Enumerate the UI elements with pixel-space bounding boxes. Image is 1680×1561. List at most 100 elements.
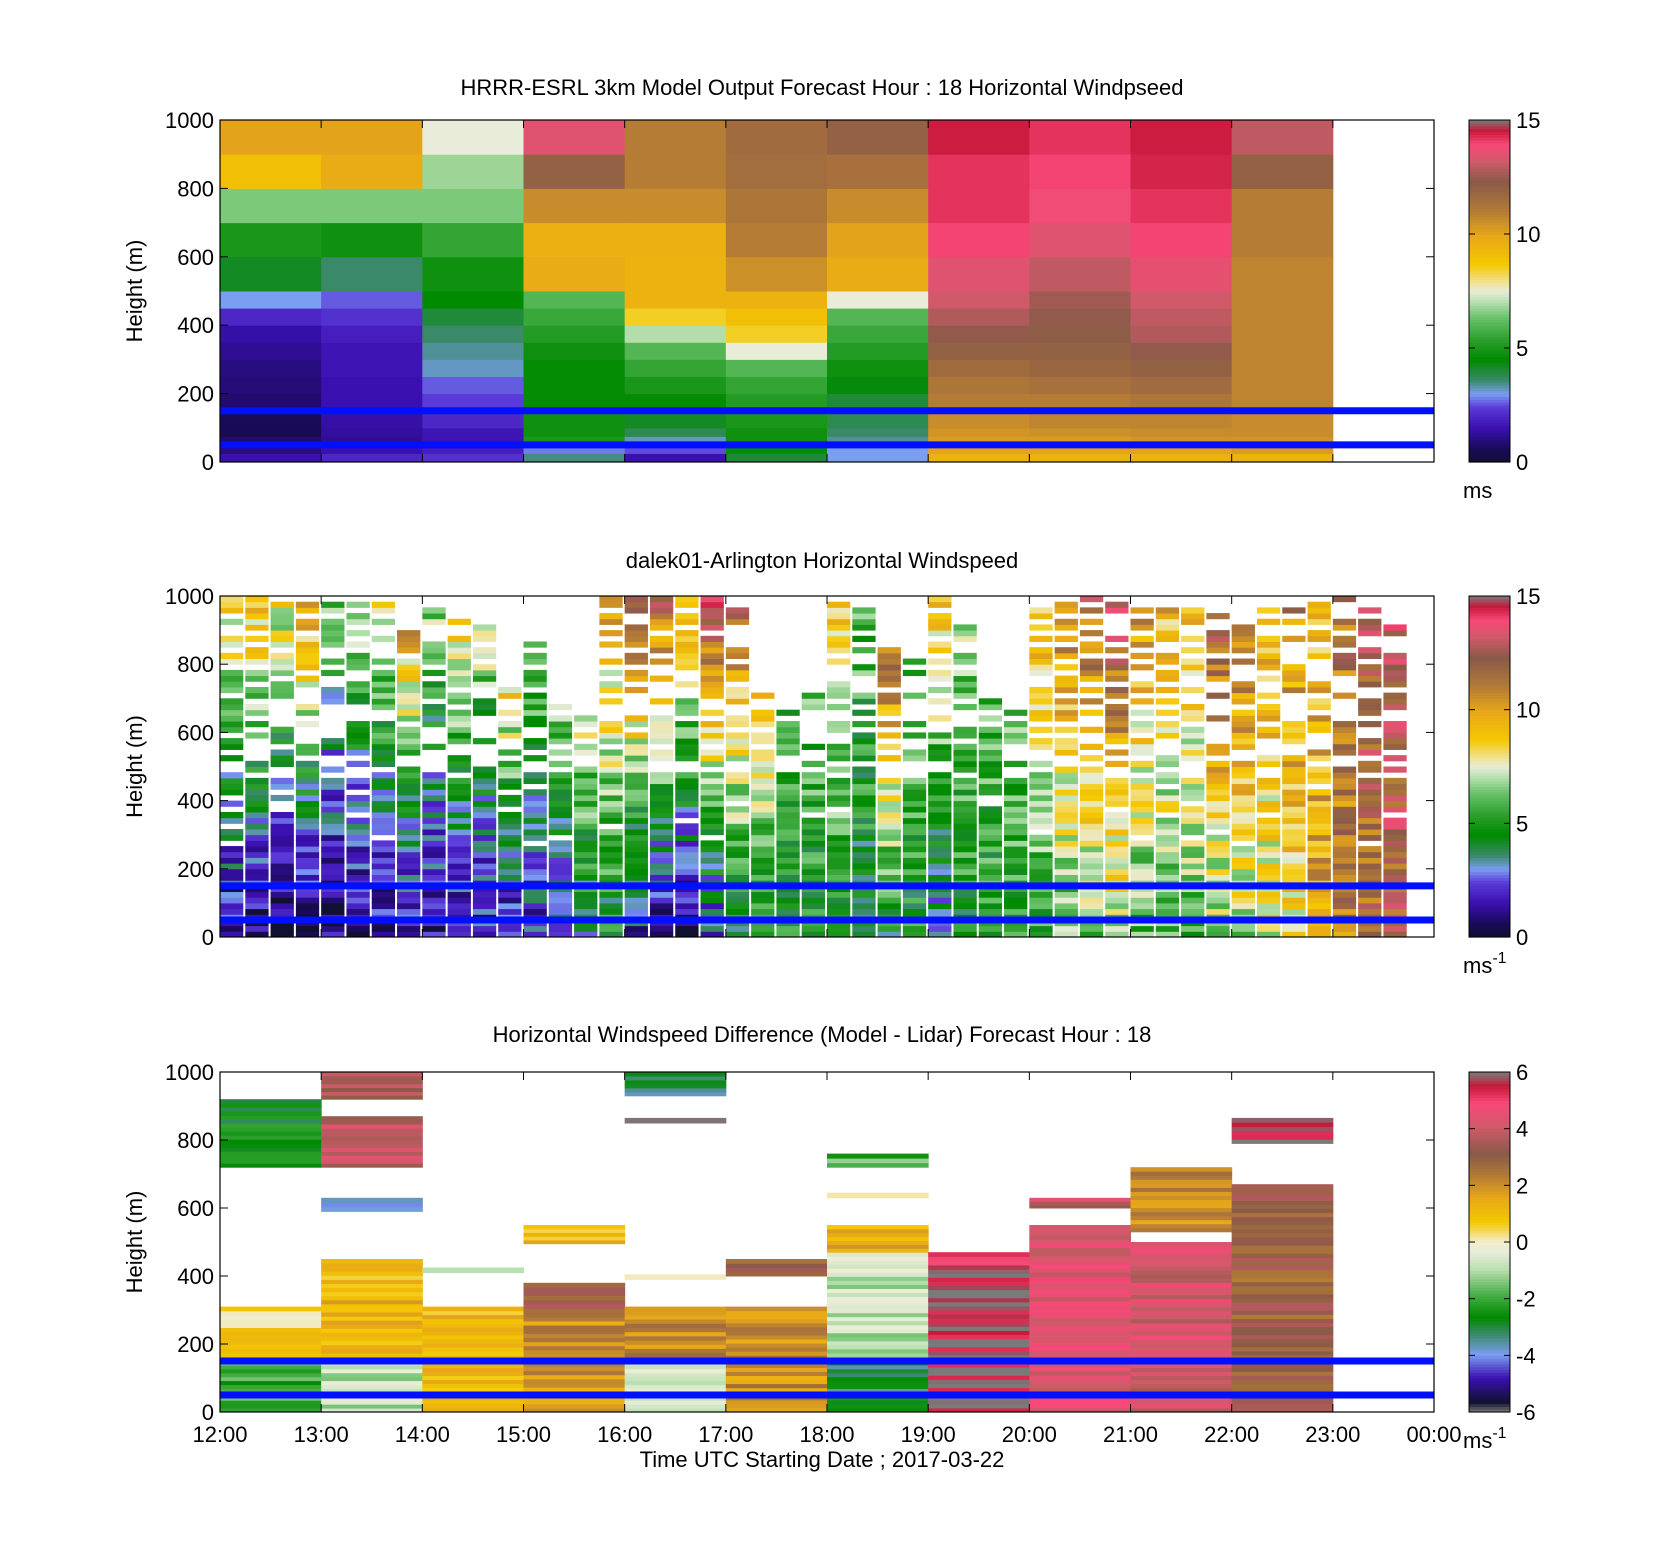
colorbar-segment	[1469, 701, 1510, 705]
heatmap-cell	[827, 154, 929, 189]
heatmap-cell	[700, 846, 724, 853]
colorbar-segment	[1469, 456, 1510, 460]
heatmap-cell	[624, 1310, 727, 1316]
heatmap-cell	[649, 618, 674, 625]
heatmap-cell	[928, 188, 1030, 224]
heatmap-cell	[371, 726, 396, 733]
heatmap-cell	[1155, 709, 1180, 716]
heatmap-cell	[321, 1159, 423, 1164]
heatmap-cell	[801, 777, 825, 785]
heatmap-cell	[295, 635, 320, 642]
heatmap-cell	[877, 925, 901, 932]
heatmap-cell	[1231, 1126, 1334, 1132]
colorbar-segment	[1469, 1145, 1510, 1150]
heatmap-cell	[877, 857, 901, 864]
heatmap-cell	[1332, 868, 1357, 875]
colorbar-segment	[1469, 661, 1510, 665]
heatmap-cell	[321, 1364, 423, 1370]
heatmap-cell	[321, 1075, 423, 1081]
heatmap-cell	[346, 829, 370, 836]
heatmap-cell	[447, 891, 471, 898]
colorbar-segment	[1469, 1086, 1510, 1090]
heatmap-cell	[953, 766, 977, 773]
heatmap-cell	[548, 794, 573, 802]
heatmap-cell	[548, 772, 573, 779]
heatmap-cell	[472, 777, 497, 785]
heatmap-cell	[725, 1383, 828, 1389]
heatmap-cell	[1231, 902, 1255, 910]
heatmap-cell	[422, 772, 446, 779]
heatmap-cell	[321, 823, 345, 830]
heatmap-cell	[220, 1310, 322, 1316]
heatmap-cell	[1079, 840, 1104, 847]
heatmap-cell	[1130, 766, 1154, 773]
heatmap-cell	[1383, 817, 1407, 824]
heatmap-cell	[827, 641, 851, 648]
heatmap-cell	[1231, 1326, 1334, 1332]
heatmap-cell	[827, 851, 851, 858]
colorbar-segment	[1469, 1247, 1510, 1252]
heatmap-cell	[1282, 925, 1306, 932]
heatmap-cell	[1332, 692, 1357, 699]
heatmap-cell	[700, 800, 724, 807]
heatmap-cell	[346, 863, 370, 870]
heatmap-cell	[422, 1403, 524, 1409]
heatmap-cell	[220, 444, 322, 454]
colorbar-segment	[1469, 1182, 1510, 1186]
heatmap-cell	[321, 1263, 423, 1268]
heatmap-cell	[346, 817, 370, 824]
heatmap-cell	[371, 863, 396, 870]
colorbar-segment	[1469, 154, 1510, 158]
heatmap-cell	[1256, 755, 1281, 762]
heatmap-cell	[1231, 1322, 1334, 1328]
colorbar-segment	[1469, 695, 1510, 699]
heatmap-cell	[599, 794, 623, 802]
heatmap-cell	[1332, 794, 1357, 802]
heatmap-cell	[574, 715, 598, 722]
heatmap-cell	[1231, 222, 1334, 258]
heatmap-cell	[827, 1300, 929, 1306]
heatmap-cell	[1383, 675, 1407, 682]
heatmap-cell	[852, 766, 876, 773]
heatmap-cell	[1383, 658, 1407, 665]
heatmap-cell	[574, 829, 598, 836]
heatmap-cell	[321, 308, 423, 326]
colorbar-segment	[1469, 1168, 1510, 1172]
heatmap-cell	[422, 1326, 524, 1332]
heatmap-cell	[649, 732, 674, 739]
heatmap-cell	[523, 1329, 626, 1334]
heatmap-cell	[574, 851, 598, 858]
heatmap-cell	[1130, 743, 1154, 750]
heatmap-cell	[321, 1155, 423, 1160]
heatmap-cell	[1130, 1290, 1233, 1296]
heatmap-cell	[675, 846, 699, 853]
colorbar-segment	[1469, 1219, 1510, 1223]
colorbar-segment	[1469, 188, 1510, 192]
heatmap-cell	[877, 851, 901, 858]
heatmap-cell	[220, 1388, 322, 1393]
heatmap-cell	[1029, 1329, 1131, 1335]
colorbar-segment	[1469, 1106, 1510, 1110]
heatmap-cell	[852, 732, 876, 739]
heatmap-cell	[574, 846, 598, 853]
heatmap-cell	[1029, 800, 1053, 807]
heatmap-cell	[1130, 1207, 1233, 1213]
heatmap-cell	[624, 1340, 727, 1345]
heatmap-cell	[725, 647, 750, 654]
heatmap-cell	[422, 1363, 524, 1368]
colorbar-segment	[1469, 632, 1510, 637]
heatmap-cell	[220, 1135, 322, 1140]
heatmap-cell	[1256, 834, 1281, 841]
heatmap-cell	[1105, 664, 1129, 671]
heatmap-cell	[245, 811, 269, 819]
colorbar-segment	[1469, 902, 1510, 907]
heatmap-cell	[321, 256, 423, 292]
heatmap-cell	[472, 698, 497, 705]
heatmap-cell	[1231, 291, 1334, 309]
heatmap-cell	[1130, 1399, 1233, 1405]
heatmap-cell	[1206, 760, 1230, 767]
heatmap-cell	[574, 721, 598, 728]
heatmap-cell	[472, 874, 497, 881]
heatmap-cell	[1130, 749, 1154, 756]
colorbar-segment	[1469, 1256, 1510, 1260]
